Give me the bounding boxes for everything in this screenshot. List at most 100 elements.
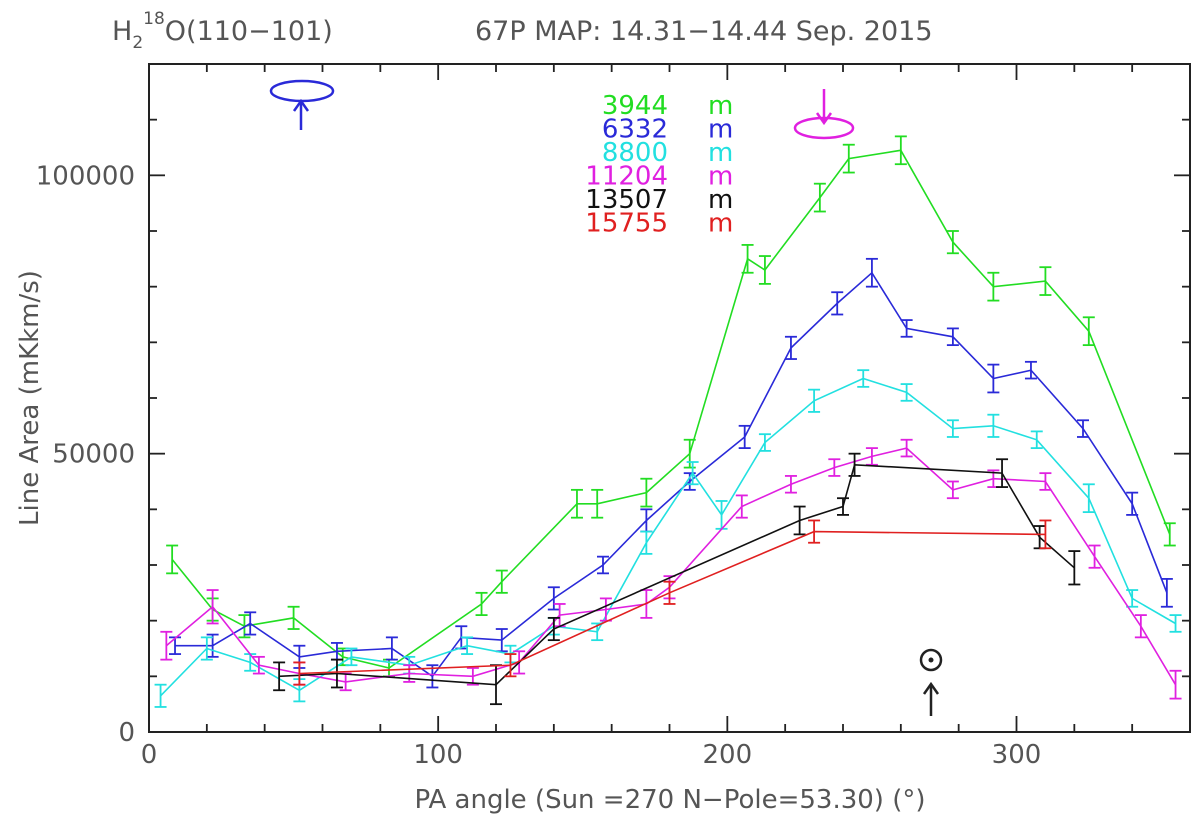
data-point [244, 611, 257, 636]
data-point [293, 661, 306, 686]
data-point [808, 388, 821, 413]
north-pole-rotation-icon [269, 79, 335, 130]
data-point [946, 480, 959, 500]
data-point [596, 555, 609, 575]
legend-value: 6332 [602, 115, 668, 145]
data-point [1088, 544, 1101, 569]
series-6332 [169, 257, 1173, 689]
x-tick-label: 100 [413, 740, 463, 770]
series-layer [154, 135, 1182, 708]
data-point [206, 589, 219, 625]
data-point [1024, 360, 1037, 380]
data-point [900, 383, 913, 402]
data-point [252, 655, 265, 675]
data-point [996, 458, 1009, 488]
data-point [504, 653, 517, 678]
data-point [738, 424, 751, 450]
data-point [758, 433, 771, 452]
data-point [154, 683, 167, 708]
data-point [1160, 578, 1173, 608]
series-line-13507 [279, 463, 1075, 686]
data-point [813, 182, 826, 213]
data-point [987, 413, 1000, 438]
legend-unit: m [708, 115, 733, 145]
data-point [570, 488, 583, 519]
data-point [900, 438, 913, 458]
y-axis-label: Line Area (mKkm/s) [15, 270, 45, 526]
legend-unit: m [708, 185, 733, 215]
data-point [1169, 614, 1182, 633]
legend-value: 3944 [602, 91, 668, 121]
data-point [741, 244, 754, 274]
data-point [842, 143, 855, 174]
legend-unit: m [708, 138, 733, 168]
data-point [1126, 589, 1139, 608]
x-tick-label: 300 [992, 740, 1042, 770]
data-point [686, 461, 699, 486]
plot-frame [148, 63, 1191, 733]
species-rest: O(110−101) [165, 16, 333, 47]
data-point [475, 591, 488, 616]
data-point [200, 636, 213, 661]
species-base: H [112, 16, 132, 47]
data-point [946, 419, 959, 438]
data-point [461, 636, 474, 655]
data-point [547, 616, 560, 642]
data-point [1163, 522, 1176, 547]
data-point [784, 475, 797, 494]
series-11204 [160, 438, 1182, 700]
data-point [683, 438, 696, 469]
data-point [808, 519, 821, 544]
data-point [547, 586, 560, 611]
y-tick-label: 100000 [36, 161, 135, 191]
data-point [330, 658, 343, 689]
rotation-arrow-down-icon [793, 89, 855, 140]
data-point [865, 257, 878, 288]
data-point [273, 661, 286, 692]
x-tick-label: 0 [141, 740, 158, 770]
data-point [160, 630, 173, 661]
species-label: H218O(110−101) [112, 9, 333, 53]
data-point [640, 508, 653, 533]
data-point [987, 271, 1000, 302]
legend-unit: m [708, 209, 733, 239]
series-line-6332 [175, 271, 1168, 678]
legend-unit: m [708, 91, 733, 121]
data-point [1082, 483, 1095, 514]
data-point [166, 544, 179, 575]
data-point [1082, 316, 1095, 347]
data-point [1077, 419, 1090, 438]
series-15755 [293, 519, 1052, 686]
data-point [831, 291, 844, 316]
map-title: 67P MAP: 14.31−14.44 Sep. 2015 [475, 16, 933, 47]
data-point [345, 647, 358, 667]
data-point [640, 530, 653, 555]
data-point [1030, 430, 1043, 450]
sun-icon [919, 648, 943, 716]
y-tick-label: 0 [118, 718, 135, 748]
data-point [466, 667, 479, 686]
data-point [946, 327, 959, 347]
series-13507 [273, 452, 1081, 706]
data-point [735, 494, 748, 519]
data-point [894, 135, 907, 166]
series-8800 [154, 369, 1182, 708]
y-tick-label: 50000 [52, 440, 135, 470]
data-point [857, 369, 870, 388]
data-point [206, 633, 219, 658]
x-axis-label: PA angle (Sun =270 N−Pole=53.30) (°) [414, 785, 925, 815]
data-point [663, 580, 676, 605]
data-point [1039, 472, 1052, 491]
data-point [828, 458, 841, 477]
data-point [758, 255, 771, 285]
data-point [495, 569, 508, 594]
data-point [1169, 669, 1182, 700]
data-point [865, 447, 878, 466]
species-sub: 2 [132, 33, 143, 53]
legend-value: 8800 [602, 138, 668, 168]
data-point [640, 477, 653, 508]
data-point [287, 605, 300, 630]
series-line-11204 [165, 447, 1177, 686]
data-point [683, 472, 696, 491]
